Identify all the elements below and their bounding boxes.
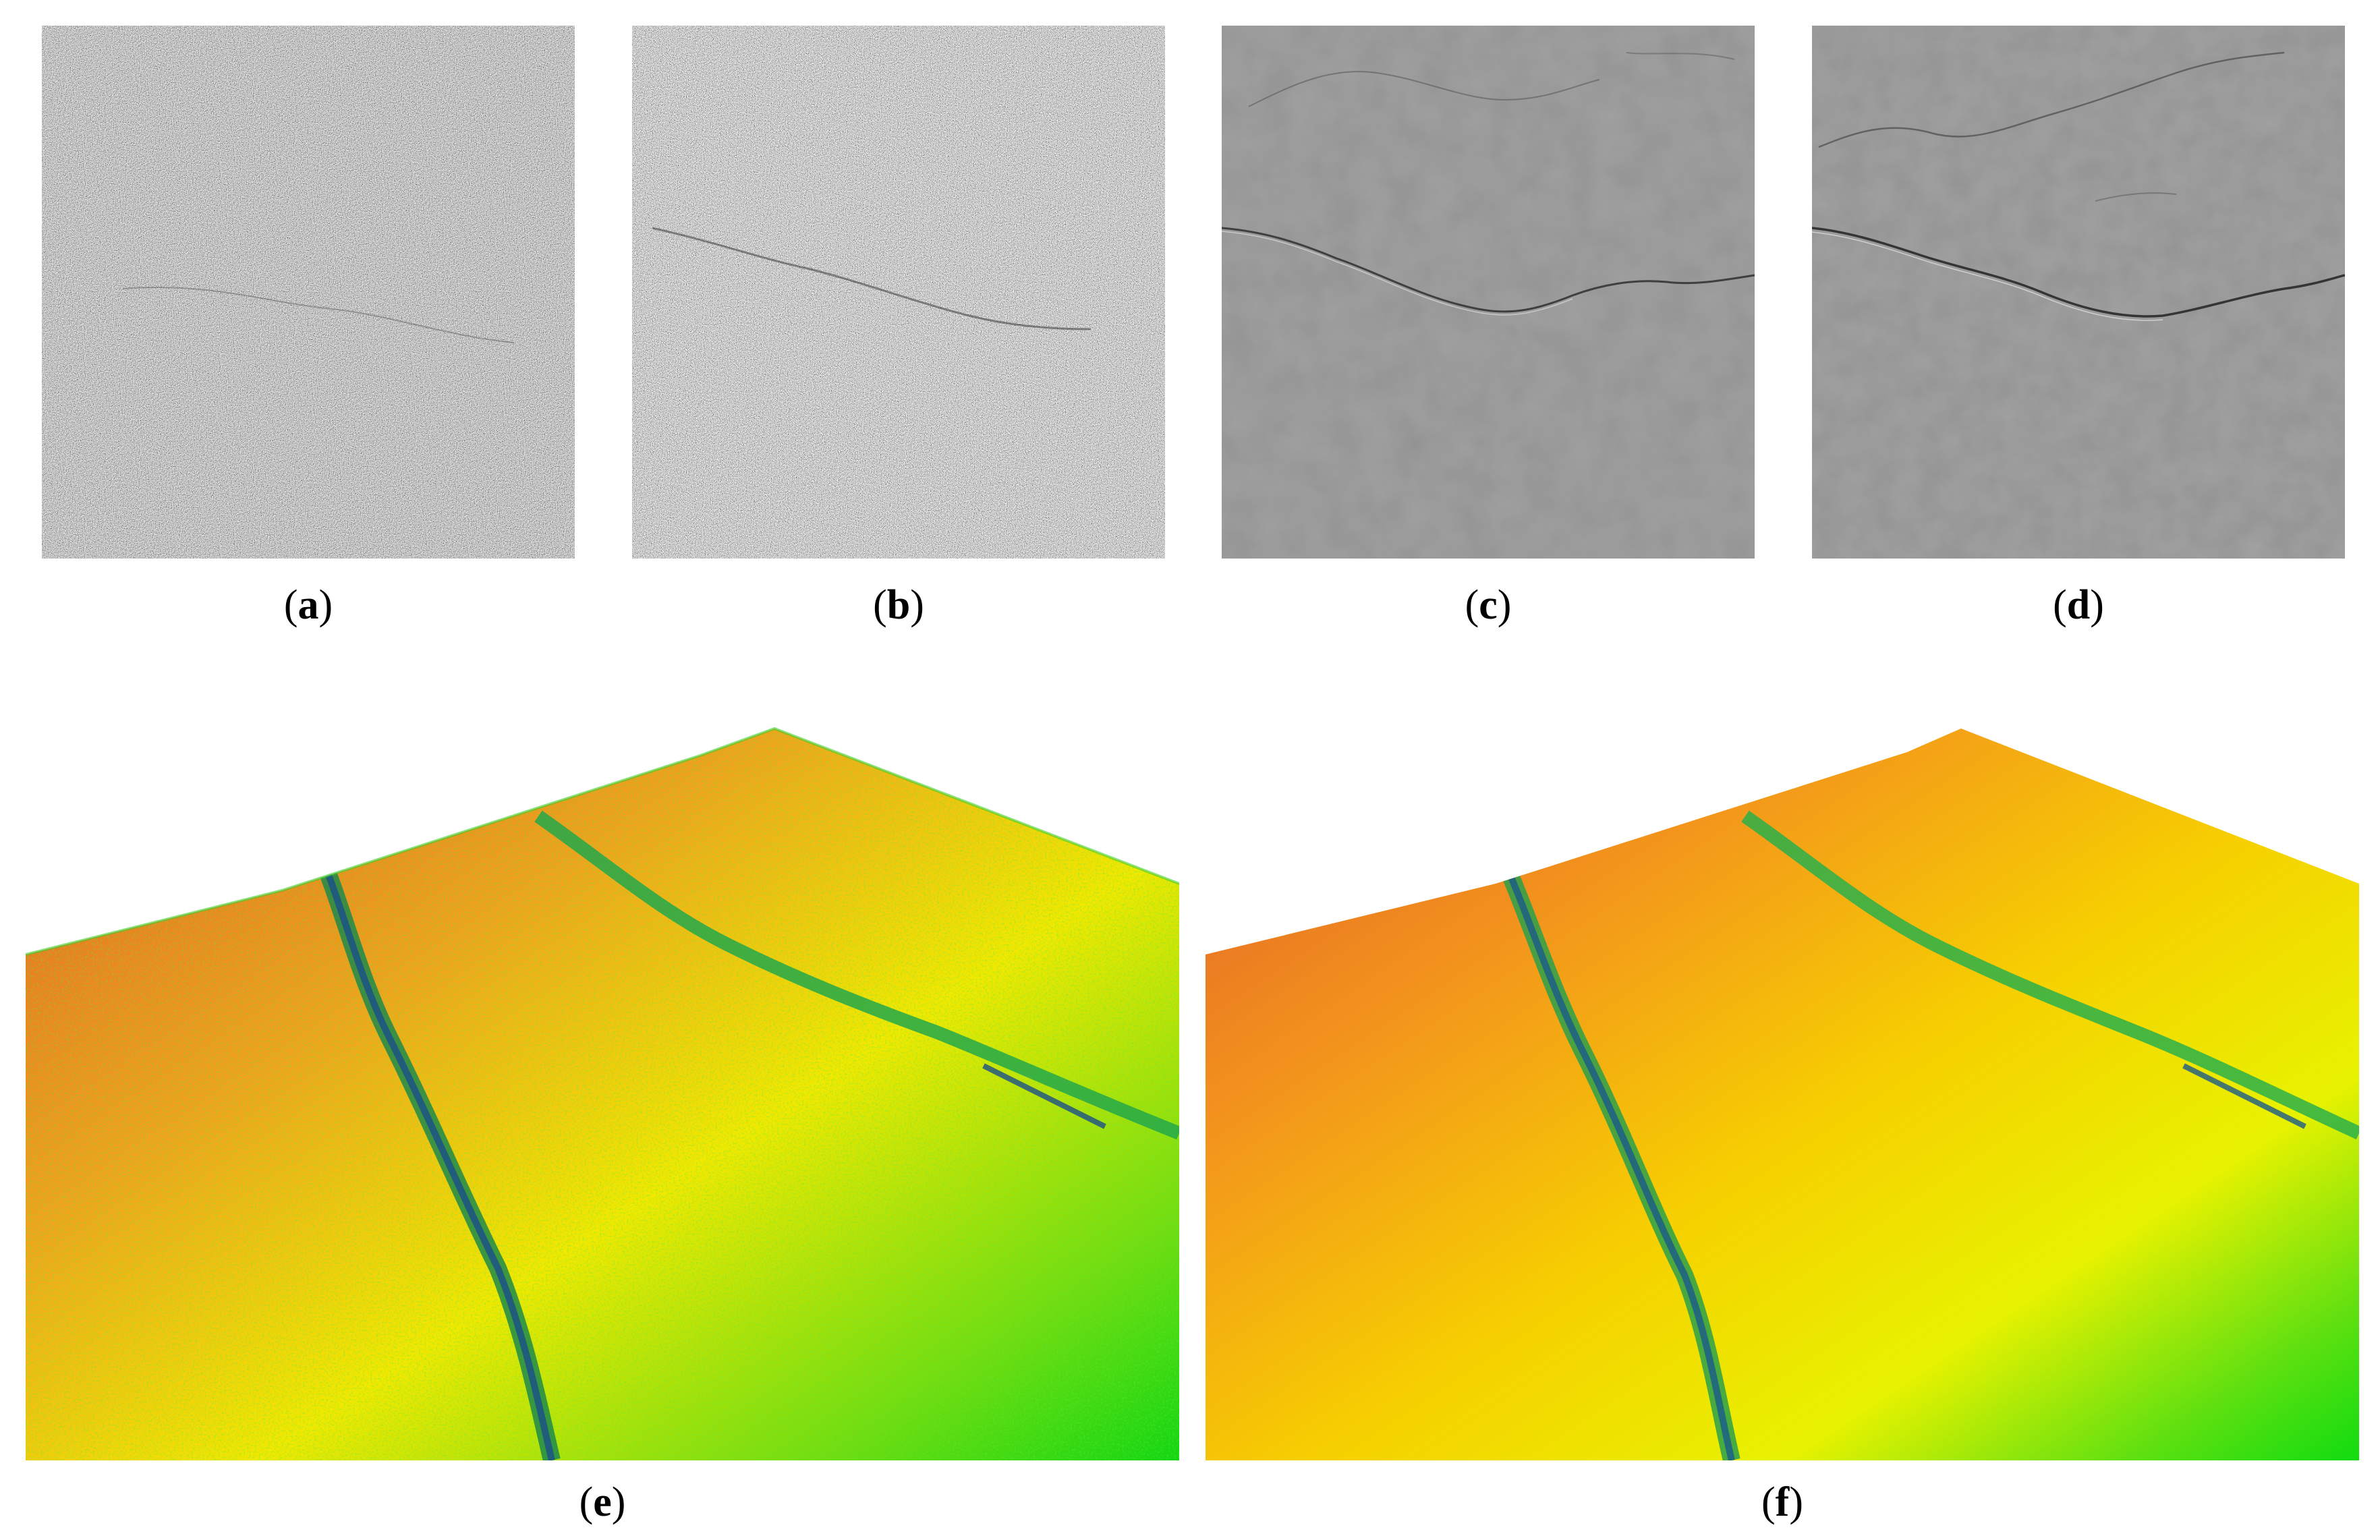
panel-b-image: [632, 26, 1165, 559]
caption-f: (f): [1761, 1479, 1803, 1525]
panel-e-terrain: [26, 688, 1179, 1460]
panel-a-image: [42, 26, 575, 559]
caption-c: (c): [1465, 582, 1512, 628]
panel-d-image: [1812, 26, 2345, 559]
caption-b: (b): [873, 582, 924, 628]
panel-c-image: [1222, 26, 1755, 559]
caption-e: (e): [579, 1479, 626, 1525]
caption-a: (a): [283, 582, 333, 628]
panel-f-terrain: [1206, 688, 2359, 1460]
caption-d: (d): [2053, 582, 2104, 628]
